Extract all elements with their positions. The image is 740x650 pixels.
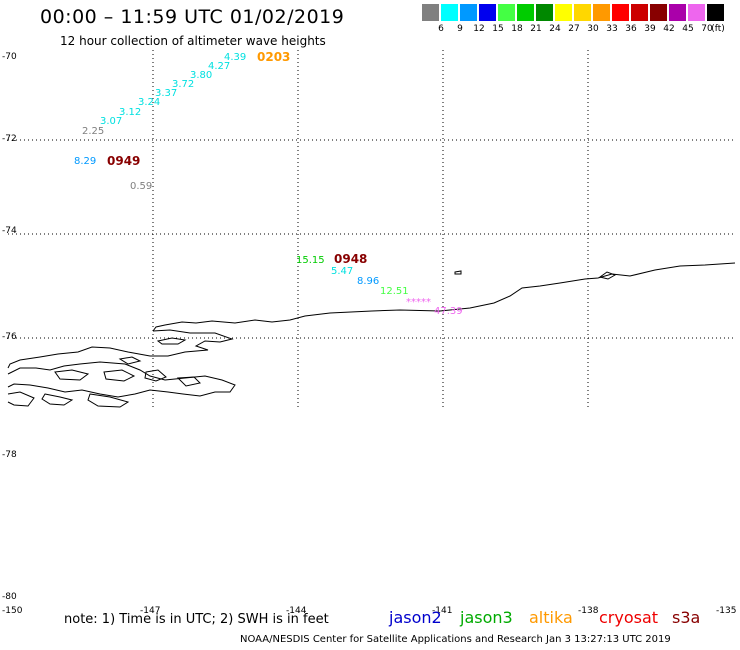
legend-unit: (ft) — [711, 24, 725, 34]
wave-height-label: 8.96 — [357, 276, 380, 287]
legend-tick-label: 24 — [549, 24, 561, 34]
legend-swatch — [422, 4, 439, 21]
pass-time-label: 0948 — [334, 252, 368, 266]
wave-height-label: ***** — [406, 297, 431, 308]
map-title: 00:00 – 11:59 UTC 01/02/2019 — [40, 6, 345, 28]
coast-segment — [598, 271, 617, 280]
satellite-legend-item: jason3 — [460, 608, 513, 627]
legend-swatch — [669, 4, 686, 21]
lon-label: -144 — [286, 606, 307, 616]
lon-label: -147 — [140, 606, 161, 616]
legend-swatch — [479, 4, 496, 21]
footer-note: note: 1) Time is in UTC; 2) SWH is in fe… — [64, 612, 329, 627]
wave-height-label: 3.12 — [119, 107, 142, 118]
legend-tick-label: 36 — [625, 24, 637, 34]
map-subtitle: 12 hour collection of altimeter wave hei… — [60, 34, 326, 48]
legend-swatch — [441, 4, 458, 21]
satellite-legend-item: cryosat — [599, 608, 659, 627]
coast-segment — [176, 376, 202, 387]
coast-segment — [144, 369, 167, 382]
satellite-legend-item: altika — [529, 608, 573, 627]
lat-label: -80 — [2, 592, 17, 602]
legend-swatch — [536, 4, 553, 21]
coast-segment — [103, 369, 136, 382]
coast-segment — [454, 270, 462, 275]
legend-tick-label: 18 — [511, 24, 523, 34]
legend-tick-label: 9 — [457, 24, 463, 34]
legend-swatch — [574, 4, 591, 21]
legend-swatch — [707, 4, 724, 21]
coastline — [7, 262, 736, 408]
legend-swatch — [631, 4, 648, 21]
coast-segment — [41, 393, 74, 406]
wave-height-label: 3.37 — [155, 88, 178, 99]
coast-segment — [118, 356, 142, 365]
legend-tick-label: 6 — [438, 24, 444, 34]
wave-height-label: 4.39 — [224, 52, 247, 63]
wave-height-label: 15.15 — [296, 255, 325, 266]
wave-height-label: 2.25 — [82, 126, 105, 137]
wave-height-label: 3.80 — [190, 70, 213, 81]
lat-label: -74 — [2, 226, 17, 236]
coast-segment — [156, 337, 187, 345]
lat-label: -70 — [2, 52, 17, 62]
pass-time-label: 0949 — [107, 154, 141, 168]
graticule — [8, 50, 735, 408]
legend-swatch — [688, 4, 705, 21]
legend-tick-label: 30 — [587, 24, 599, 34]
wave-height-label: 12.51 — [380, 286, 409, 297]
lon-label: -138 — [578, 606, 599, 616]
legend-swatch — [517, 4, 534, 21]
wave-height-label: 3.24 — [138, 97, 161, 108]
coast-segment — [87, 393, 130, 408]
lat-label: -78 — [2, 450, 17, 460]
wave-height-label: 3.72 — [172, 79, 195, 90]
legend-swatch — [498, 4, 515, 21]
coast-segment — [7, 391, 35, 407]
legend-swatch — [612, 4, 629, 21]
wave-height-label: 5.47 — [331, 266, 354, 277]
credit-line: NOAA/NESDIS Center for Satellite Applica… — [240, 634, 671, 645]
coast-segment — [7, 329, 234, 369]
wave-height-label: 8.29 — [74, 156, 97, 167]
legend-tick-label: 12 — [473, 24, 485, 34]
wave-height-label: 0.59 — [130, 181, 153, 192]
lat-label: -72 — [2, 134, 17, 144]
legend-tick-label: 45 — [682, 24, 694, 34]
legend-tick-label: 27 — [568, 24, 580, 34]
legend-swatch — [650, 4, 667, 21]
legend-tick-label: 70 — [701, 24, 713, 34]
legend-tick-label: 21 — [530, 24, 542, 34]
satellite-legend-item: s3a — [672, 608, 701, 627]
ice-shelf-edge — [152, 262, 736, 332]
legend-tick-label: 42 — [663, 24, 675, 34]
coast-segment — [54, 369, 90, 381]
wave-height-label: 4.27 — [208, 61, 231, 72]
lat-label: -76 — [2, 332, 17, 342]
legend-tick-label: 33 — [606, 24, 618, 34]
lon-label: -150 — [2, 606, 23, 616]
legend-swatch — [593, 4, 610, 21]
wave-height-label: 3.07 — [100, 116, 123, 127]
satellite-legend-item: jason2 — [389, 608, 442, 627]
coast-segment — [7, 361, 236, 398]
legend-tick-label: 39 — [644, 24, 656, 34]
wave-height-label: 47.39 — [434, 306, 463, 317]
legend-swatch — [460, 4, 477, 21]
legend-tick-label: 15 — [492, 24, 504, 34]
lon-label: -141 — [432, 606, 453, 616]
lon-label: -135 — [716, 606, 737, 616]
legend-swatch — [555, 4, 572, 21]
pass-time-label: 0203 — [257, 50, 291, 64]
